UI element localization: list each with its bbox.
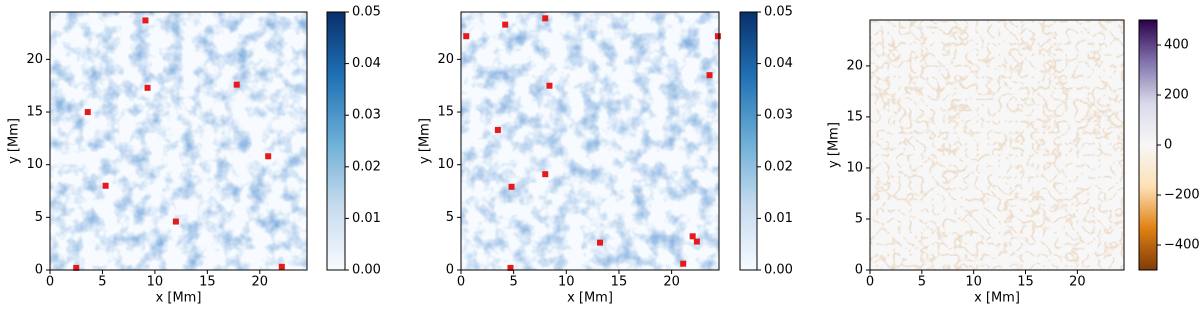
red-spot — [680, 260, 687, 267]
red-spot — [102, 182, 109, 189]
colorbar-tick-label: 0.01 — [764, 211, 793, 226]
red-spot — [546, 82, 553, 89]
colorbar — [326, 11, 346, 271]
red-spot — [693, 238, 700, 245]
x-tick-label: 5 — [510, 275, 518, 290]
y-tick-label: 10 — [437, 157, 454, 172]
x-tick-label: 10 — [558, 275, 575, 290]
panel: 0 5 10 15 20 0 5 10 15 20 x [Mm] y [Mm] 0.00 0.01 0.02… — [418, 5, 793, 306]
red-spot — [233, 81, 240, 88]
y-tick-label: 15 — [846, 109, 863, 124]
y-tick-label: 20 — [26, 52, 43, 67]
plot-frame — [49, 11, 308, 271]
red-spot — [542, 15, 549, 22]
red-spot — [689, 233, 696, 240]
red-spot — [706, 72, 713, 79]
x-tick-label: 15 — [199, 275, 216, 290]
x-tick-label: 10 — [965, 275, 982, 290]
x-tick-label: 0 — [866, 275, 874, 290]
colorbar-tick-label: 0.00 — [764, 263, 793, 278]
colorbar-tick-label: −200 — [1164, 188, 1200, 203]
y-axis-label: y [Mm] — [827, 122, 842, 168]
red-spot — [502, 21, 509, 28]
heatmap-texture — [50, 12, 307, 270]
red-spot — [142, 17, 149, 24]
x-tick-label: 15 — [1017, 275, 1034, 290]
red-spot — [73, 264, 80, 271]
y-tick-label: 5 — [446, 210, 454, 225]
x-axis-label: x [Mm] — [567, 291, 613, 306]
colorbar-tick-label: −400 — [1164, 238, 1200, 253]
colorbar — [739, 11, 758, 271]
red-spot — [597, 239, 604, 246]
y-tick-label: 0 — [35, 263, 43, 278]
colorbar-tick-label: 400 — [1164, 38, 1189, 53]
colorbar-tick-label: 0.01 — [352, 211, 381, 226]
heatmap-texture — [461, 12, 719, 270]
colorbar-tick-label: 0.05 — [764, 5, 793, 20]
x-tick-label: 0 — [457, 275, 465, 290]
y-tick-label: 20 — [437, 52, 454, 67]
y-axis-label: y [Mm] — [7, 118, 22, 164]
y-tick-label: 0 — [446, 263, 454, 278]
x-axis-label: x [Mm] — [974, 291, 1020, 306]
red-spot — [494, 126, 501, 133]
colorbar-tick-label: 0.04 — [764, 56, 793, 71]
red-spot — [144, 84, 151, 91]
colorbar-tick-label: 0.00 — [352, 263, 381, 278]
red-spot — [542, 171, 549, 178]
x-tick-label: 15 — [611, 275, 628, 290]
panel: 0 5 10 15 20 0 5 10 15 20 x [Mm] y [Mm] 0.00 0.01 0.02… — [7, 5, 381, 306]
red-spot — [84, 109, 91, 116]
red-spot — [508, 183, 515, 190]
colorbar-tick-label: 0 — [1164, 138, 1172, 153]
red-spot — [714, 33, 721, 40]
y-axis-label: y [Mm] — [418, 118, 433, 164]
red-spot — [507, 264, 514, 271]
colorbar-tick-label: 0.02 — [764, 159, 793, 174]
x-tick-label: 10 — [147, 275, 164, 290]
y-tick-label: 5 — [35, 210, 43, 225]
y-tick-label: 5 — [855, 211, 863, 226]
x-tick-label: 5 — [98, 275, 106, 290]
y-tick-label: 0 — [855, 263, 863, 278]
y-tick-label: 15 — [437, 105, 454, 120]
x-tick-label: 5 — [918, 275, 926, 290]
red-spot — [278, 263, 285, 270]
red-spot — [172, 218, 179, 225]
x-tick-label: 0 — [46, 275, 54, 290]
colorbar-tick-label: 0.02 — [352, 159, 381, 174]
plot-frame — [869, 19, 1125, 271]
x-tick-label: 20 — [252, 275, 269, 290]
x-tick-label: 20 — [663, 275, 680, 290]
heatmap-texture — [870, 20, 1124, 270]
y-tick-label: 15 — [26, 105, 43, 120]
y-tick-label: 10 — [26, 157, 43, 172]
plot-frame — [460, 11, 720, 271]
x-axis-label: x [Mm] — [156, 291, 202, 306]
colorbar-tick-label: 0.05 — [352, 5, 381, 20]
colorbar-tick-label: 0.03 — [764, 108, 793, 123]
x-tick-label: 20 — [1069, 275, 1086, 290]
colorbar — [1138, 19, 1158, 271]
colorbar-tick-label: 0.04 — [352, 56, 381, 71]
y-tick-label: 10 — [846, 160, 863, 175]
y-tick-label: 20 — [846, 58, 863, 73]
red-spot — [265, 153, 272, 160]
red-spot — [463, 33, 470, 40]
colorbar-tick-label: 200 — [1164, 88, 1189, 103]
colorbar-tick-label: 0.03 — [352, 108, 381, 123]
